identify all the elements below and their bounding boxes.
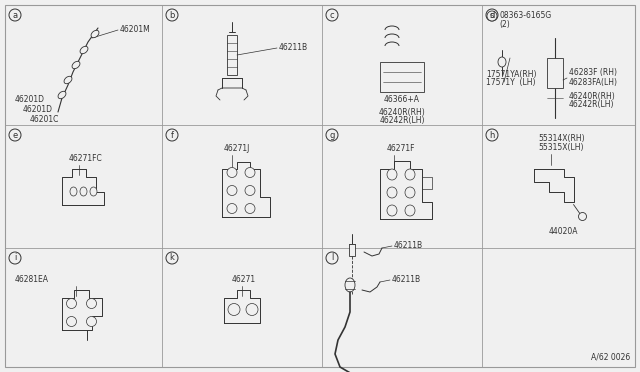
Text: 46271J: 46271J xyxy=(224,144,250,153)
Ellipse shape xyxy=(345,278,355,292)
Text: 46211B: 46211B xyxy=(392,276,421,285)
Text: 46283FA(LH): 46283FA(LH) xyxy=(569,77,618,87)
Text: 46211B: 46211B xyxy=(279,44,308,52)
Circle shape xyxy=(486,9,498,21)
Text: h: h xyxy=(490,131,495,140)
Ellipse shape xyxy=(245,186,255,196)
Circle shape xyxy=(67,298,77,308)
Ellipse shape xyxy=(245,203,255,214)
Ellipse shape xyxy=(405,205,415,216)
Circle shape xyxy=(487,11,497,21)
Text: 46271FC: 46271FC xyxy=(68,154,102,163)
Ellipse shape xyxy=(64,76,72,84)
Text: 46242R(LH): 46242R(LH) xyxy=(380,115,425,125)
Bar xyxy=(547,58,563,88)
Ellipse shape xyxy=(72,61,80,69)
Circle shape xyxy=(326,129,338,141)
Ellipse shape xyxy=(80,187,87,196)
Text: 46271: 46271 xyxy=(232,275,256,284)
Text: c: c xyxy=(330,10,334,19)
Bar xyxy=(380,62,424,92)
Circle shape xyxy=(228,304,240,315)
Text: 46283F (RH): 46283F (RH) xyxy=(569,68,617,77)
Circle shape xyxy=(86,298,97,308)
Circle shape xyxy=(579,212,586,221)
Ellipse shape xyxy=(498,57,506,67)
Text: 55314X(RH): 55314X(RH) xyxy=(538,134,585,143)
Text: b: b xyxy=(170,10,175,19)
Ellipse shape xyxy=(227,167,237,177)
Text: 46242R(LH): 46242R(LH) xyxy=(569,100,614,109)
Ellipse shape xyxy=(227,203,237,214)
Circle shape xyxy=(9,9,21,21)
Text: 46201D: 46201D xyxy=(23,106,53,115)
Text: a: a xyxy=(12,10,17,19)
Ellipse shape xyxy=(387,187,397,198)
Ellipse shape xyxy=(405,169,415,180)
Text: 17571YA(RH): 17571YA(RH) xyxy=(486,70,536,78)
Text: 44020A: 44020A xyxy=(548,227,578,236)
Text: g: g xyxy=(330,131,335,140)
Text: 55315X(LH): 55315X(LH) xyxy=(538,143,584,152)
Text: 46366+A: 46366+A xyxy=(384,96,420,105)
Text: f: f xyxy=(170,131,173,140)
Bar xyxy=(227,35,237,75)
Ellipse shape xyxy=(91,30,99,38)
Text: d: d xyxy=(490,10,495,19)
Text: 46201C: 46201C xyxy=(30,115,60,125)
Text: k: k xyxy=(170,253,175,263)
Circle shape xyxy=(9,129,21,141)
Text: 46240R(RH): 46240R(RH) xyxy=(569,92,616,100)
Text: 46201D: 46201D xyxy=(15,96,45,105)
Text: 46281EA: 46281EA xyxy=(15,275,49,284)
Circle shape xyxy=(246,304,258,315)
Text: 17571Y  (LH): 17571Y (LH) xyxy=(486,77,536,87)
Ellipse shape xyxy=(387,205,397,216)
Ellipse shape xyxy=(80,46,88,54)
Ellipse shape xyxy=(227,186,237,196)
Circle shape xyxy=(326,252,338,264)
Circle shape xyxy=(486,129,498,141)
Text: A/62 0026: A/62 0026 xyxy=(591,353,630,362)
Bar xyxy=(349,244,355,256)
Circle shape xyxy=(9,252,21,264)
Ellipse shape xyxy=(405,187,415,198)
Text: l: l xyxy=(331,253,333,263)
Text: 08363-6165G: 08363-6165G xyxy=(499,12,551,20)
Ellipse shape xyxy=(90,187,97,196)
Text: (2): (2) xyxy=(499,20,509,29)
Circle shape xyxy=(67,317,77,327)
Ellipse shape xyxy=(70,187,77,196)
Text: 46211B: 46211B xyxy=(394,241,423,250)
Circle shape xyxy=(166,129,178,141)
Circle shape xyxy=(86,317,97,327)
Circle shape xyxy=(166,9,178,21)
Text: S: S xyxy=(490,13,494,19)
Ellipse shape xyxy=(387,169,397,180)
Ellipse shape xyxy=(58,91,66,99)
Ellipse shape xyxy=(245,167,255,177)
Text: e: e xyxy=(12,131,18,140)
Text: i: i xyxy=(14,253,16,263)
Text: 46201M: 46201M xyxy=(120,26,151,35)
Circle shape xyxy=(326,9,338,21)
Circle shape xyxy=(166,252,178,264)
Text: 46240R(RH): 46240R(RH) xyxy=(379,108,426,116)
Text: 46271F: 46271F xyxy=(387,144,415,153)
